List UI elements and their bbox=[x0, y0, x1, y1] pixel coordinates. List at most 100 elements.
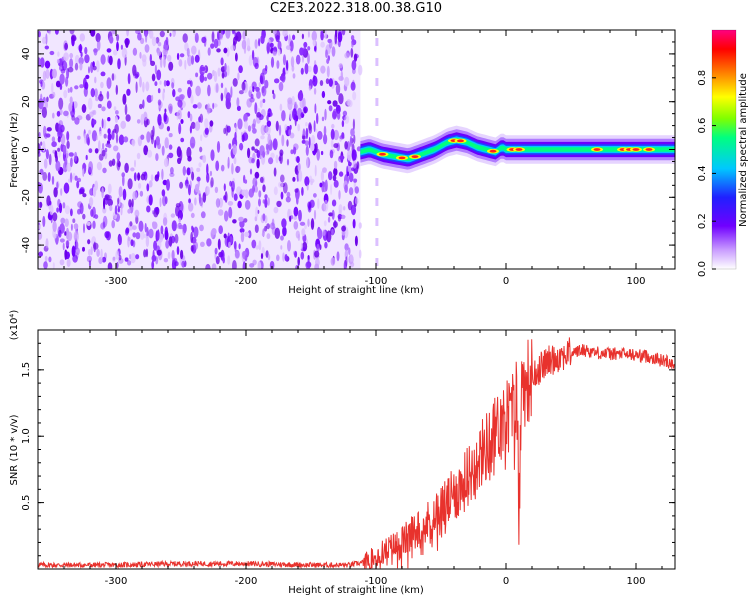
noise-speck bbox=[82, 213, 86, 220]
noise-speck bbox=[64, 42, 68, 51]
noise-speck bbox=[111, 130, 115, 141]
noise-speck bbox=[157, 50, 162, 56]
noise-speck bbox=[349, 135, 353, 148]
noise-speck bbox=[44, 255, 48, 262]
noise-speck bbox=[131, 139, 136, 147]
noise-speck bbox=[294, 188, 299, 193]
noise-speck bbox=[285, 59, 289, 71]
noise-speck bbox=[307, 255, 310, 264]
noise-speck bbox=[40, 81, 43, 88]
snr-x-ticks: -300 -200 -100 0 100 bbox=[37, 330, 663, 587]
noise-speck bbox=[278, 81, 284, 92]
noise-speck bbox=[303, 41, 308, 48]
noise-speck bbox=[188, 184, 191, 196]
noise-speck bbox=[51, 82, 54, 94]
noise-speck bbox=[194, 197, 197, 206]
noise-speck bbox=[79, 33, 86, 42]
noise-speck bbox=[287, 240, 291, 252]
noise-speck bbox=[286, 139, 289, 147]
noise-speck bbox=[329, 149, 334, 159]
noise-speck bbox=[116, 152, 121, 161]
noise-speck bbox=[149, 53, 152, 63]
noise-speck bbox=[40, 57, 45, 68]
noise-speck bbox=[146, 94, 153, 103]
noise-speck bbox=[65, 76, 69, 87]
noise-speck bbox=[255, 206, 259, 218]
noise-speck bbox=[319, 182, 323, 188]
noise-speck bbox=[258, 38, 261, 47]
noise-speck bbox=[294, 251, 298, 258]
noise-speck bbox=[296, 196, 299, 205]
noise-speck bbox=[164, 226, 168, 238]
noise-speck bbox=[251, 49, 255, 61]
noise-speck bbox=[238, 216, 244, 222]
noise-speck bbox=[45, 69, 50, 79]
noise-speck bbox=[308, 136, 311, 149]
noise-speck bbox=[106, 100, 112, 109]
noise-speck bbox=[281, 110, 286, 122]
noise-speck bbox=[107, 143, 112, 149]
noise-speck bbox=[42, 171, 48, 181]
noise-speck bbox=[171, 82, 175, 89]
colorbar: 0.0 0.2 0.4 0.6 0.8 Normalized spectral ampl… bbox=[697, 29, 749, 277]
noise-speck bbox=[163, 56, 166, 68]
noise-speck bbox=[52, 112, 55, 119]
noise-speck bbox=[278, 156, 282, 162]
noise-speck bbox=[74, 151, 78, 162]
noise-speck bbox=[132, 232, 137, 238]
noise-speck bbox=[195, 72, 199, 78]
y-tick-label: -40 bbox=[21, 237, 32, 253]
noise-speck bbox=[109, 204, 113, 212]
noise-speck bbox=[317, 130, 323, 140]
noise-speck bbox=[273, 46, 278, 52]
noise-speck bbox=[316, 243, 320, 252]
noise-speck bbox=[352, 91, 357, 101]
noise-speck bbox=[319, 244, 322, 251]
noise-speck bbox=[254, 185, 258, 193]
noise-speck bbox=[55, 160, 61, 172]
noise-speck bbox=[179, 94, 185, 100]
noise-speck bbox=[178, 217, 181, 223]
noise-speck bbox=[52, 220, 57, 233]
noise-speck bbox=[228, 143, 232, 150]
noise-speck bbox=[45, 238, 49, 249]
noise-speck bbox=[205, 263, 211, 269]
noise-speck bbox=[63, 89, 68, 99]
noise-speck bbox=[234, 250, 241, 260]
noise-speck bbox=[90, 209, 94, 217]
noise-speck bbox=[48, 30, 51, 35]
noise-speck bbox=[267, 197, 270, 206]
noise-speck bbox=[350, 35, 355, 41]
noise-speck bbox=[301, 228, 306, 237]
noise-speck bbox=[242, 30, 246, 40]
noise-speck bbox=[44, 45, 49, 50]
noise-speck bbox=[254, 224, 259, 233]
noise-speck bbox=[326, 58, 330, 64]
noise-speck bbox=[88, 148, 93, 154]
noise-speck bbox=[344, 115, 350, 124]
noise-speck bbox=[302, 97, 306, 110]
noise-speck bbox=[276, 200, 282, 208]
noise-speck bbox=[344, 76, 350, 87]
noise-speck bbox=[238, 166, 241, 172]
noise-speck bbox=[214, 82, 220, 94]
noise-speck bbox=[47, 172, 51, 182]
noise-speck bbox=[140, 134, 145, 140]
y-tick-label: 0.5 bbox=[21, 495, 32, 511]
noise-speck bbox=[195, 85, 201, 97]
noise-speck bbox=[292, 176, 296, 182]
noise-speck bbox=[111, 30, 117, 35]
noise-speck bbox=[206, 163, 209, 175]
noise-speck bbox=[292, 34, 296, 41]
noise-speck bbox=[242, 261, 246, 269]
noise-speck bbox=[282, 252, 285, 262]
noise-speck bbox=[95, 96, 99, 102]
noise-speck bbox=[255, 245, 259, 250]
noise-speck bbox=[336, 110, 341, 120]
noise-speck bbox=[218, 225, 223, 235]
noise-speck bbox=[177, 99, 183, 108]
noise-speck bbox=[320, 30, 324, 41]
noise-speck bbox=[62, 144, 67, 155]
noise-speck bbox=[309, 199, 315, 208]
